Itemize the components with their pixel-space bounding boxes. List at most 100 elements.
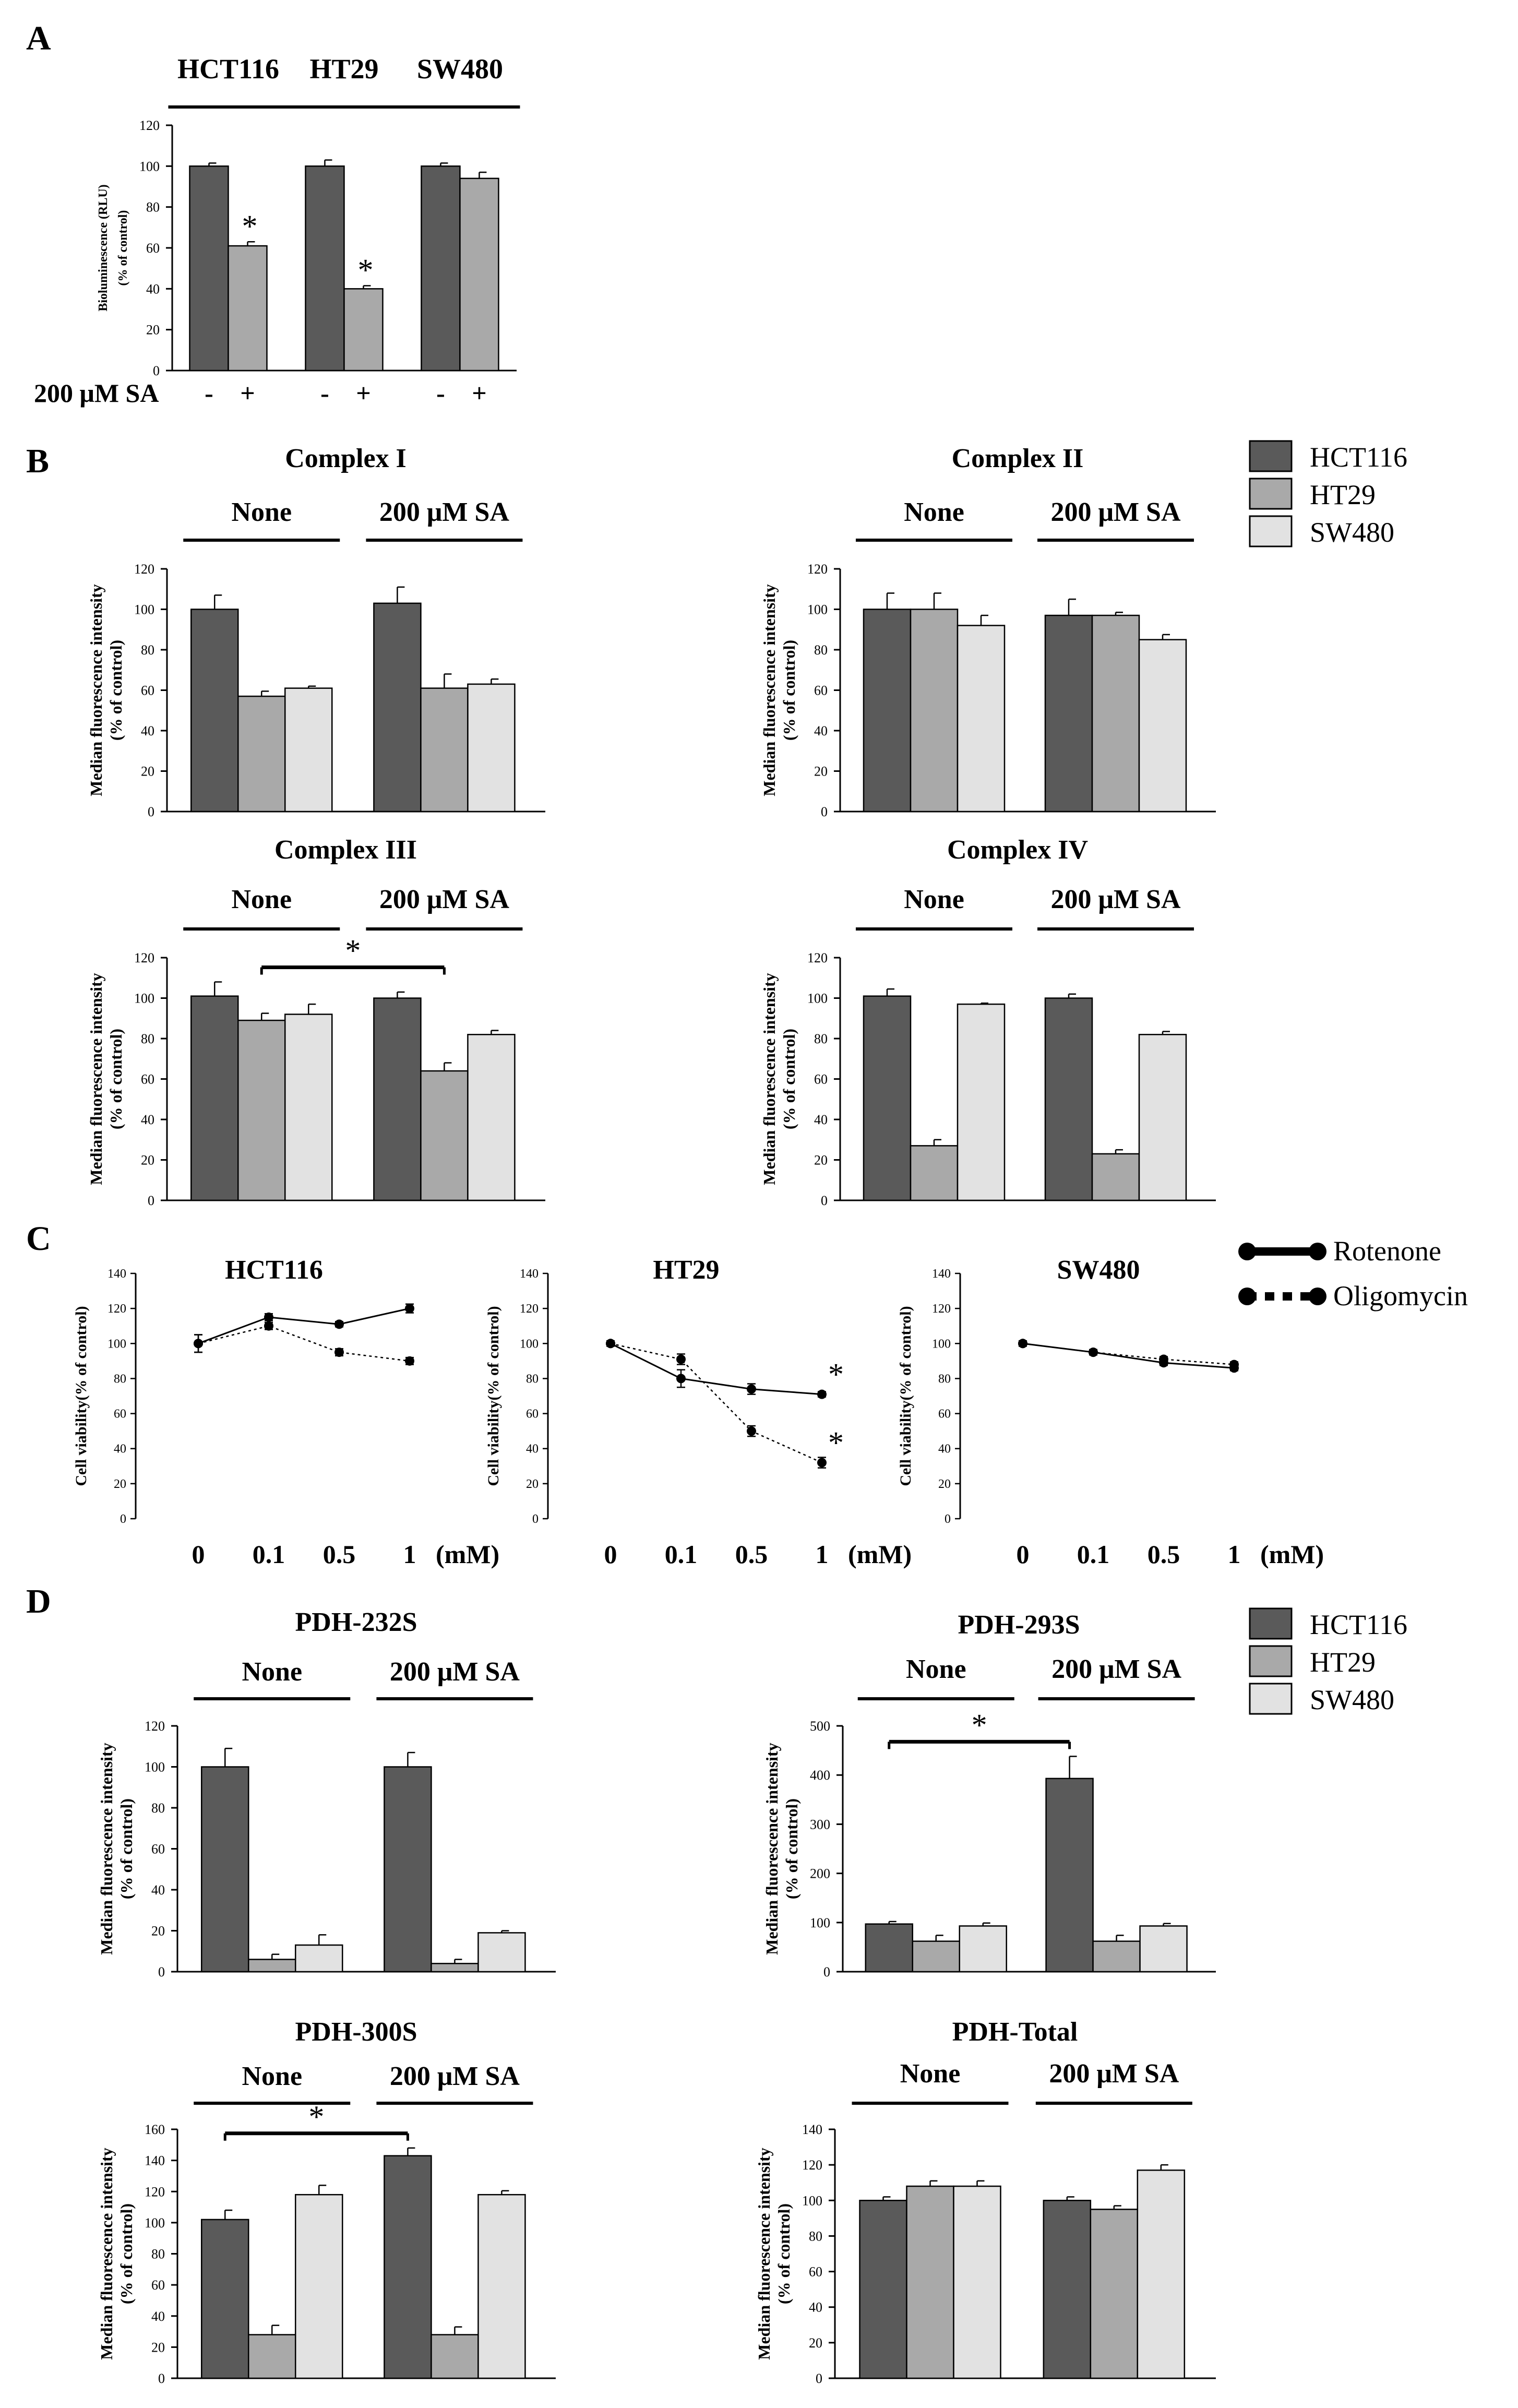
D3-ytick-label-4: 80 [151,2247,165,2262]
C1-line-1 [198,1325,410,1362]
B4-group-header-0: None [904,885,964,914]
D3-bar-0-0 [201,2219,249,2379]
panel-label-b: B [26,442,49,480]
legend-b-swatch-hct116 [1249,440,1293,472]
D2-title: PDH-293S [958,1610,1080,1640]
B2-title: Complex II [952,444,1084,473]
B2-ytick-label-5: 100 [807,602,828,617]
C2-point-1-3 [817,1458,827,1468]
C3-title: SW480 [1057,1255,1140,1285]
D3-bar-1-2 [477,2194,526,2379]
B1-ytick-label-4: 80 [141,642,154,658]
D1-bar-0-1 [248,1959,296,1973]
B3-bar-1-0 [373,997,422,1201]
A-ytick-label-2: 40 [146,281,160,296]
B1-ytick-label-3: 60 [141,683,154,698]
D4-title: PDH-Total [952,2017,1078,2047]
D3-ytick-label-0: 0 [158,2371,165,2386]
B3-ylabel: Median fluorescence intensity [87,973,105,1185]
C2-star-1: * [828,1426,844,1460]
C2-ytick-label-2: 40 [526,1443,539,1456]
C2-point-0-3 [817,1389,827,1399]
C1-title: HCT116 [225,1255,323,1285]
B3-ytick-label-1: 20 [141,1153,154,1168]
chart-C2: 0 20 40 60 80 100 120 140 Cell viability(% of co… [485,1255,912,1569]
legend-b-label-sw480: SW480 [1310,517,1394,548]
B4-bar-0-0 [863,995,912,1201]
C3-point-1-2 [1159,1354,1168,1364]
B1-ytick-label-0: 0 [148,804,154,819]
C2-point-0-2 [747,1384,756,1394]
C2-ylabel: Cell viability(% of control) [485,1306,502,1486]
D1-group-header-1: 200 μM SA [390,1657,520,1687]
D4-bar-1-0 [1043,2200,1092,2379]
C1-point-0-1 [264,1312,273,1322]
B3-ytick-label-0: 0 [148,1193,154,1208]
B2-bar-0-2 [957,625,1006,813]
D1-title: PDH-232S [295,1607,417,1637]
A-bar-1-0 [305,165,345,372]
C3-ytick-label-3: 60 [938,1408,951,1421]
B2-ytick-label-3: 60 [814,683,828,698]
C2-unit: (mM) [848,1540,912,1569]
legend-b-swatch-ht29 [1249,478,1293,510]
B1-group-header-0: None [231,497,292,527]
C2-line-0 [610,1342,822,1396]
D4-bar-1-2 [1137,2169,1186,2379]
C2-xlabel-2: 0.5 [735,1540,768,1569]
C1-line-0 [198,1307,410,1344]
C3-ytick-label-7: 140 [932,1267,951,1281]
A-xlabel-2-0: - [436,378,445,408]
legend-c-label-oligomycin: Oligomycin [1333,1280,1468,1312]
C3-line-0 [1022,1342,1235,1369]
B2-ylabel: Median fluorescence intensity [760,584,779,796]
D4-ytick-label-4: 80 [809,2228,822,2244]
D3-ylabel2: (% of control) [117,2203,136,2304]
B4-group-header-1: 200 μM SA [1050,885,1180,914]
D2-group-header-1: 200 μM SA [1051,1654,1181,1684]
A-star-1-1: * [357,253,373,287]
B2-ytick-label-1: 20 [814,764,828,779]
A-ytick-label-5: 100 [139,159,160,174]
B2-bar-0-1 [910,609,959,813]
D3-group-header-0: None [242,2061,302,2091]
C1-xlabel-2: 0.5 [323,1540,356,1569]
C1-unit: (mM) [436,1540,499,1569]
B1-title: Complex I [285,444,407,473]
B2-ytick-label-6: 120 [807,562,828,577]
D2-bar-1-1 [1092,1940,1141,1973]
D1-group-header-0: None [242,1657,302,1687]
A-group-header-0: HCT116 [177,53,279,85]
B3-bar-0-0 [190,995,239,1201]
C3-xlabel-0: 0 [1017,1540,1030,1569]
chart-D2: 0 100 200 300 400 500 Median fluorescence inte… [762,1610,1216,1980]
C2-point-1-1 [676,1354,686,1364]
A-bar-2-1 [459,177,499,372]
C1-xlabel-1: 0.1 [253,1540,285,1569]
A-ytick-label-6: 120 [139,118,160,133]
legend-c-marker-rotenone-left [1238,1243,1256,1260]
D2-sig-star: * [972,1708,987,1742]
B3-group-header-0: None [231,885,292,914]
B3-ytick-label-3: 60 [141,1072,154,1087]
D3-ytick-label-3: 60 [151,2278,165,2293]
D4-bar-0-2 [953,2185,1001,2379]
C1-ytick-label-2: 40 [114,1443,126,1456]
D2-bar-1-2 [1139,1925,1188,1973]
A-bar-0-1 [228,245,268,372]
B3-bar-0-2 [284,1014,333,1201]
C2-ytick-label-6: 120 [520,1302,539,1316]
D3-ytick-label-8: 160 [145,2122,165,2137]
D4-ylabel: Median fluorescence intensity [755,2148,773,2359]
C2-star-0: * [828,1357,844,1392]
B3-bar-1-1 [420,1070,469,1201]
B1-ytick-label-1: 20 [141,764,154,779]
D4-ytick-label-5: 100 [802,2193,822,2208]
D1-bar-1-1 [431,1963,479,1973]
B4-ylabel2: (% of control) [780,1029,798,1129]
B3-ytick-label-6: 120 [134,950,154,965]
B2-ytick-label-0: 0 [821,804,828,819]
C2-ytick-label-5: 100 [520,1337,539,1351]
C3-line-1 [1022,1343,1235,1365]
B4-bar-0-2 [957,1003,1006,1201]
